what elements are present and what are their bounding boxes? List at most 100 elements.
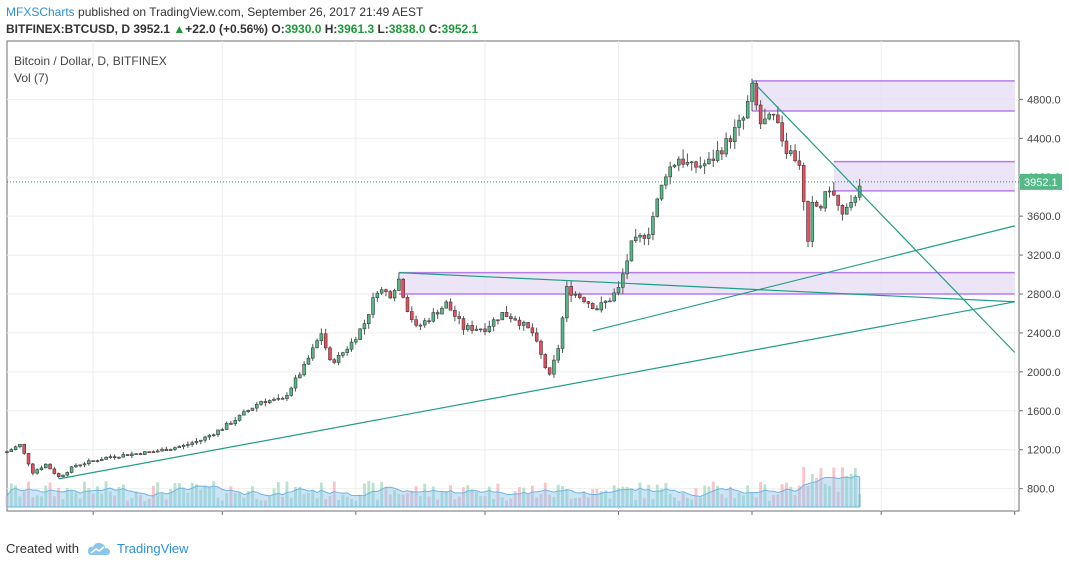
candle-body [74, 465, 78, 468]
candle-body [207, 434, 212, 438]
volume-bar [483, 496, 487, 507]
volume-bar [276, 482, 280, 507]
volume-bar [14, 485, 18, 507]
candle-body [457, 316, 461, 319]
y-tick-label: 3200.0 [1027, 250, 1061, 262]
candle-body [522, 322, 526, 326]
volume-bar [586, 497, 590, 507]
candle-body [22, 443, 26, 454]
candle-body [711, 158, 716, 161]
candle-body [173, 447, 177, 450]
candle-body [401, 278, 405, 298]
candle-body [95, 460, 100, 463]
volume-bar [487, 486, 491, 507]
candle-body [418, 324, 423, 327]
volume-bar [427, 496, 431, 507]
volume-bar [139, 495, 142, 507]
candle-body [147, 451, 151, 453]
volume-bar [449, 485, 453, 507]
candle-body [849, 202, 853, 208]
volume-bar [410, 490, 414, 507]
candle-body [603, 300, 608, 303]
candle-body [276, 398, 281, 400]
volume-bar [724, 497, 728, 507]
candle-body [267, 400, 272, 403]
candle-body [220, 429, 225, 431]
candle-body [745, 101, 750, 119]
candle-body [13, 446, 18, 450]
candle-body [461, 318, 466, 330]
volume-bar [384, 486, 388, 507]
candle-body [397, 278, 401, 291]
tradingview-link[interactable]: TradingView [116, 541, 189, 556]
candle-body [298, 374, 302, 379]
volume-bar [225, 493, 229, 507]
candle-body [388, 291, 393, 299]
candle-body [216, 429, 220, 436]
volume-bar [83, 481, 86, 507]
candle-body [160, 448, 164, 452]
volume-bar [565, 489, 569, 507]
candle-body [474, 328, 479, 331]
volume-bar [319, 482, 323, 507]
author-link[interactable]: MFXSCharts [6, 5, 75, 19]
candle-body [410, 311, 414, 321]
candle-body [801, 165, 806, 202]
volume-bar [552, 496, 556, 507]
candle-body [190, 442, 194, 445]
candle-body [698, 165, 703, 168]
volume-bar [530, 485, 534, 507]
candle-body [694, 161, 698, 168]
volume-bars [5, 466, 862, 508]
candle-body [177, 446, 182, 448]
candle-body [354, 339, 358, 343]
candle-body [151, 451, 156, 454]
volume-bar [306, 493, 310, 507]
candle-body [513, 318, 517, 321]
volume-bar [479, 496, 483, 507]
candle-body [741, 117, 746, 121]
candle-body [534, 332, 539, 342]
volume-bar [18, 496, 22, 507]
volume-bar [832, 467, 836, 507]
volume-bar [87, 488, 91, 507]
candle-body [435, 312, 440, 315]
candle-body [470, 325, 474, 331]
volume-bar [496, 483, 500, 507]
volume-bar [707, 486, 711, 507]
volume-bar [836, 491, 840, 507]
candle-body [69, 466, 74, 473]
volume-bar [91, 493, 95, 507]
volume-bar [406, 492, 409, 507]
volume-bar [190, 482, 194, 507]
candle-body [229, 423, 233, 425]
volume-bar [281, 496, 285, 507]
volume-bar [117, 487, 121, 507]
candle-body [612, 292, 616, 302]
volume-bar [70, 491, 74, 507]
volume-bar [556, 484, 560, 507]
volume-bar [121, 484, 125, 507]
volume-bar [793, 495, 797, 507]
candle-body [827, 190, 832, 193]
candle-body [810, 201, 815, 242]
candle-body [203, 436, 207, 441]
volume-bar [440, 491, 444, 507]
y-tick-label: 1600.0 [1027, 406, 1061, 418]
y-tick-label: 800.0 [1027, 484, 1055, 496]
candle-body [616, 287, 621, 294]
candle-body [724, 138, 728, 155]
candle-body [664, 176, 668, 186]
price-chart[interactable]: 800.0 1200.0 1600.0 2000.0 2400.0 2800.0 3200.… [0, 40, 1069, 515]
resistance-zone [752, 80, 1015, 112]
volume-bar [337, 499, 341, 507]
volume-bar [763, 484, 767, 507]
candle-body [500, 311, 504, 321]
volume-bar [350, 499, 353, 507]
candle-body [590, 303, 595, 310]
trendline [398, 271, 1015, 303]
candle-body [422, 320, 427, 326]
volume-bar [716, 485, 720, 507]
candle-body [130, 453, 134, 456]
candle-body [728, 138, 733, 143]
